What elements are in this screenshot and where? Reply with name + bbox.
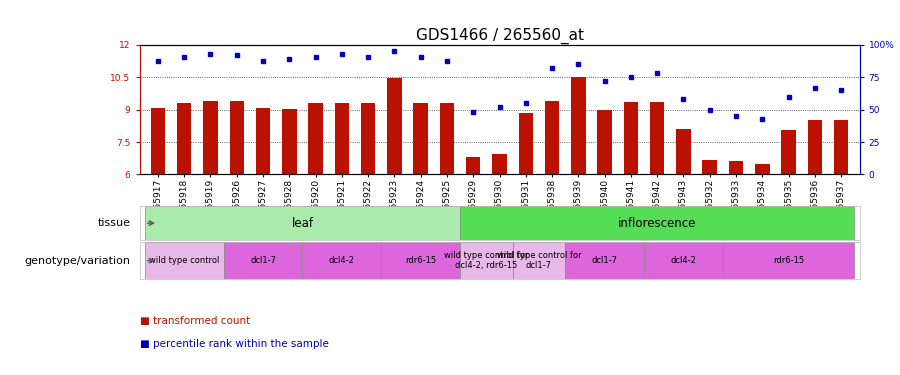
Bar <box>650 102 664 174</box>
Text: ■ transformed count: ■ transformed count <box>140 316 250 326</box>
Bar <box>361 103 375 174</box>
Bar <box>492 154 507 174</box>
Bar <box>203 101 218 174</box>
Bar <box>572 77 586 174</box>
Bar <box>256 108 270 174</box>
Bar <box>466 157 481 174</box>
Bar <box>807 120 822 174</box>
Bar <box>755 164 770 174</box>
Text: dcl1-7: dcl1-7 <box>250 256 276 265</box>
Bar <box>513 242 565 279</box>
Bar <box>544 101 559 174</box>
Text: wild type control for
dcl1-7: wild type control for dcl1-7 <box>497 251 581 270</box>
Bar <box>565 242 644 279</box>
Text: rdr6-15: rdr6-15 <box>773 256 804 265</box>
Bar <box>413 103 428 174</box>
Text: dcl4-2: dcl4-2 <box>670 256 697 265</box>
Bar <box>145 242 223 279</box>
Bar <box>781 130 796 174</box>
Bar <box>729 161 743 174</box>
Bar <box>703 160 717 174</box>
Bar <box>282 109 296 174</box>
Bar <box>834 120 849 174</box>
Bar <box>598 110 612 174</box>
Bar <box>335 103 349 174</box>
Bar <box>518 113 533 174</box>
Bar <box>624 102 638 174</box>
Bar <box>177 103 192 174</box>
Bar <box>440 103 454 174</box>
Bar <box>150 108 165 174</box>
Text: ■ percentile rank within the sample: ■ percentile rank within the sample <box>140 339 328 349</box>
Bar <box>382 242 460 279</box>
Text: leaf: leaf <box>292 217 313 229</box>
Bar <box>302 242 382 279</box>
Text: genotype/variation: genotype/variation <box>24 256 130 266</box>
Text: rdr6-15: rdr6-15 <box>405 256 436 265</box>
Bar <box>230 101 244 174</box>
Bar <box>460 206 854 240</box>
Bar <box>309 103 323 174</box>
Bar <box>460 242 513 279</box>
Text: inflorescence: inflorescence <box>618 217 697 229</box>
Title: GDS1466 / 265560_at: GDS1466 / 265560_at <box>416 27 583 44</box>
Text: dcl4-2: dcl4-2 <box>328 256 355 265</box>
Bar <box>676 129 690 174</box>
Text: tissue: tissue <box>97 218 130 228</box>
Text: wild type control: wild type control <box>149 256 220 265</box>
Text: dcl1-7: dcl1-7 <box>591 256 617 265</box>
Bar <box>723 242 854 279</box>
Bar <box>145 206 460 240</box>
Bar <box>387 78 401 174</box>
Bar <box>223 242 302 279</box>
Text: wild type control for
dcl4-2, rdr6-15: wild type control for dcl4-2, rdr6-15 <box>444 251 528 270</box>
Bar <box>644 242 723 279</box>
